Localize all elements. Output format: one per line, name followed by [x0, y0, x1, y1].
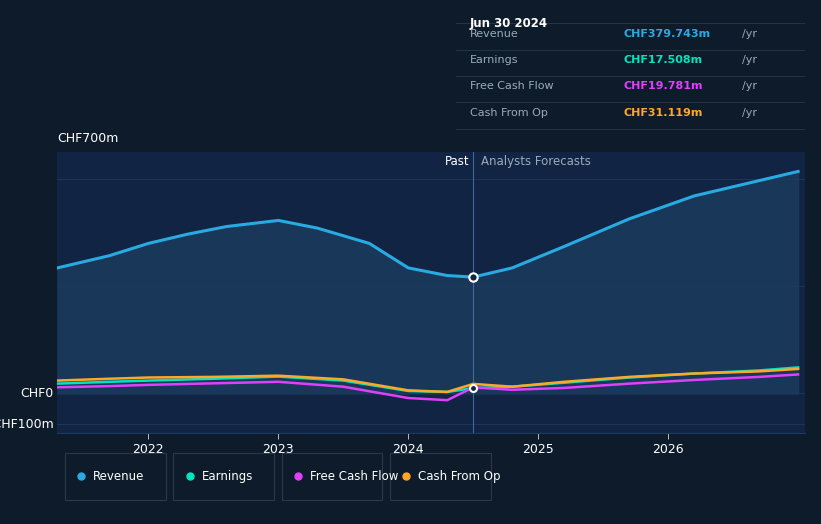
Text: Revenue: Revenue: [94, 470, 144, 483]
Text: Free Cash Flow: Free Cash Flow: [310, 470, 398, 483]
Text: -CHF100m: -CHF100m: [0, 418, 53, 431]
Text: /yr: /yr: [742, 29, 757, 39]
Text: Revenue: Revenue: [470, 29, 518, 39]
Text: Past: Past: [445, 155, 470, 168]
Text: /yr: /yr: [742, 82, 757, 92]
Text: CHF379.743m: CHF379.743m: [623, 29, 710, 39]
Text: Analysts Forecasts: Analysts Forecasts: [481, 155, 590, 168]
FancyBboxPatch shape: [65, 453, 166, 500]
Text: CHF31.119m: CHF31.119m: [623, 108, 703, 118]
FancyBboxPatch shape: [390, 453, 491, 500]
FancyBboxPatch shape: [173, 453, 274, 500]
Text: Free Cash Flow: Free Cash Flow: [470, 82, 553, 92]
Text: CHF700m: CHF700m: [57, 132, 119, 145]
Text: CHF19.781m: CHF19.781m: [623, 82, 703, 92]
Text: Cash From Op: Cash From Op: [419, 470, 501, 483]
Text: Jun 30 2024: Jun 30 2024: [470, 17, 548, 30]
Text: Cash From Op: Cash From Op: [470, 108, 548, 118]
Text: /yr: /yr: [742, 108, 757, 118]
FancyBboxPatch shape: [282, 453, 383, 500]
Text: CHF17.508m: CHF17.508m: [623, 55, 702, 65]
Text: CHF0: CHF0: [21, 387, 53, 400]
Text: Earnings: Earnings: [202, 470, 253, 483]
Text: /yr: /yr: [742, 55, 757, 65]
Text: Earnings: Earnings: [470, 55, 518, 65]
